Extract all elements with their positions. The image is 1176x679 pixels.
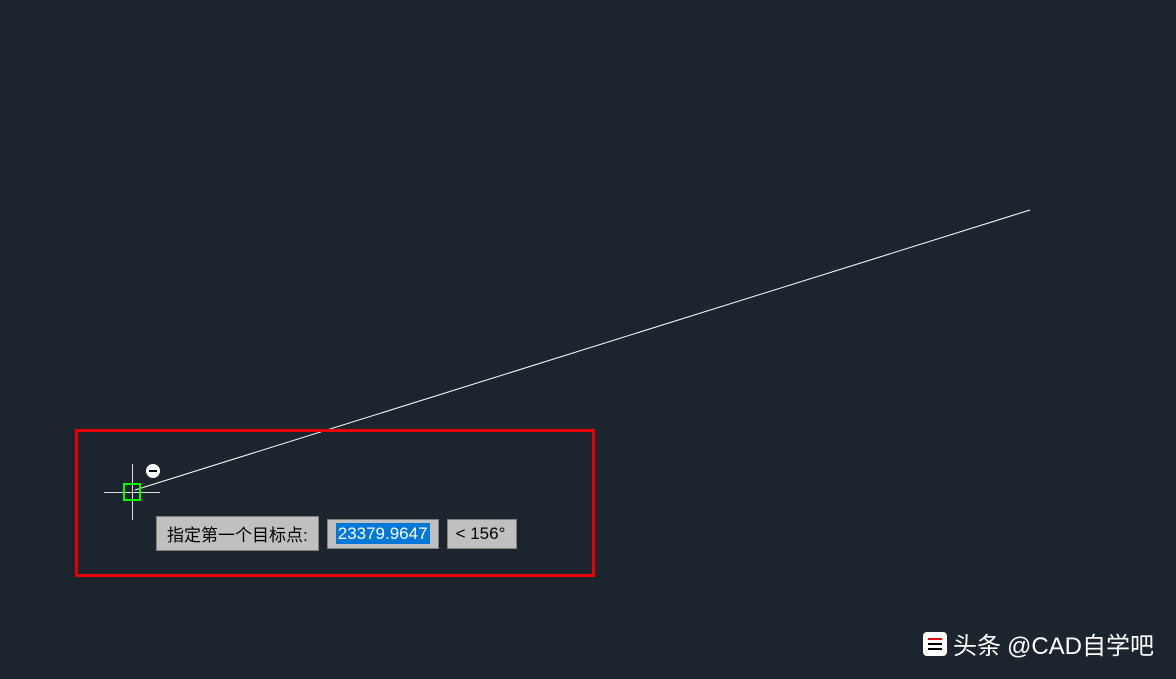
distance-input[interactable]: 23379.9647: [327, 519, 439, 549]
watermark-prefix: 头条: [953, 626, 1001, 661]
command-prompt-label: 指定第一个目标点:: [156, 516, 319, 551]
pickbox-cursor: [123, 483, 141, 501]
drawn-line-svg: [0, 0, 1176, 679]
angle-input[interactable]: < 156°: [447, 519, 517, 549]
distance-value: 23379.9647: [336, 523, 430, 544]
watermark: 头条 @CAD自学吧: [923, 626, 1154, 661]
crosshair-horizontal: [104, 492, 160, 493]
drawing-canvas[interactable]: 指定第一个目标点: 23379.9647 < 156° 头条 @CAD自学吧: [0, 0, 1176, 679]
reference-line: [135, 210, 1030, 490]
watermark-logo-icon: [923, 632, 947, 656]
watermark-handle: @CAD自学吧: [1007, 626, 1154, 661]
crosshair-vertical: [132, 464, 133, 520]
annotation-highlight-box: [75, 429, 595, 577]
zoom-minus-icon: [146, 464, 160, 478]
dynamic-input-tooltip: 指定第一个目标点: 23379.9647 < 156°: [156, 516, 517, 551]
